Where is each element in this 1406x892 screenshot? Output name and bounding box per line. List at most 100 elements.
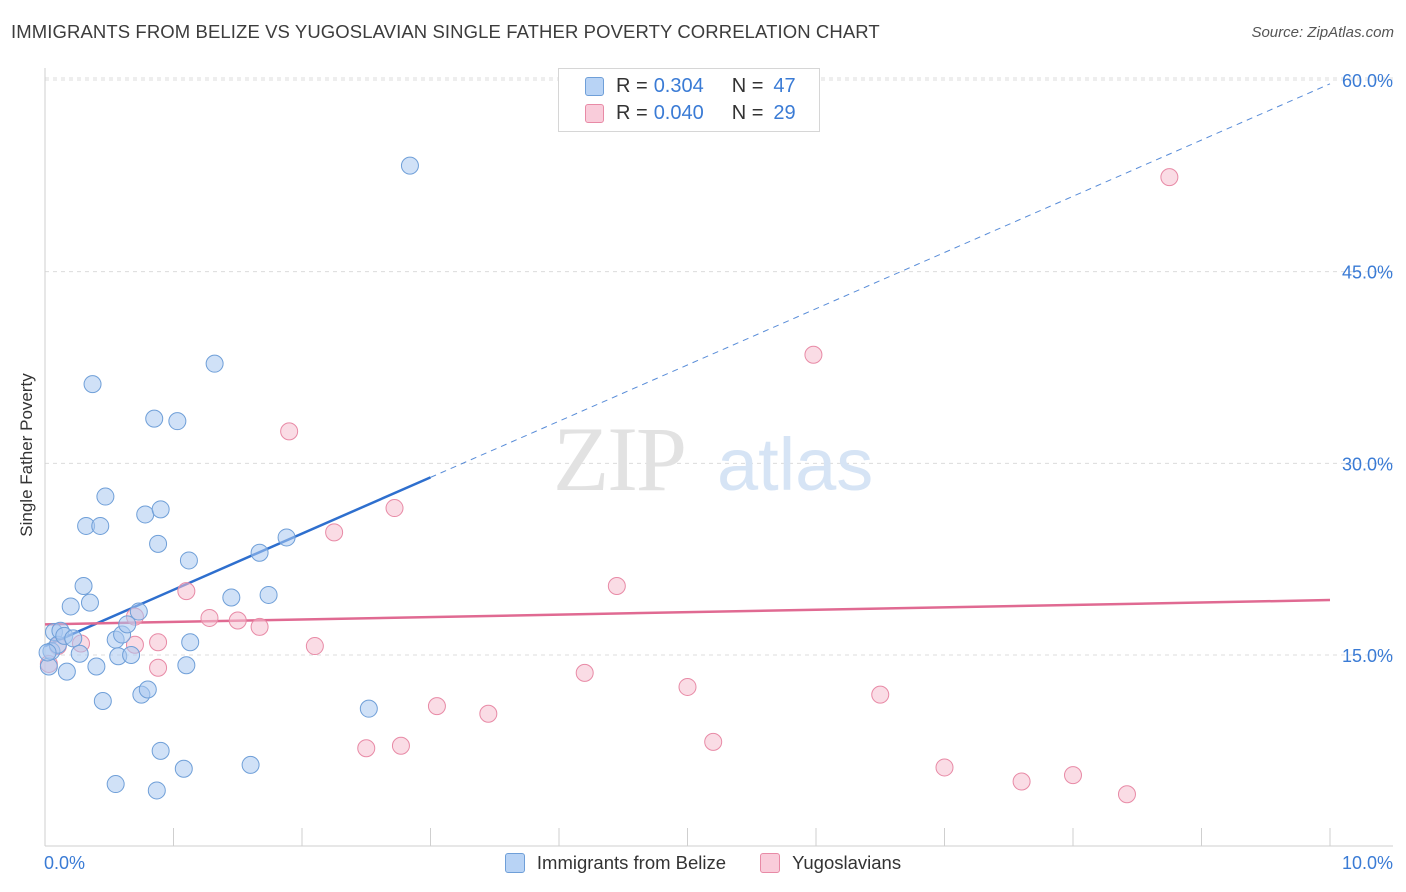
yugoslavian-point	[1117, 785, 1136, 804]
legend-item-yugoslavians[interactable]: Yugoslavians	[760, 852, 901, 874]
yugoslavian-point	[177, 582, 196, 601]
legend-r-label: R =	[616, 101, 648, 124]
belize-point	[118, 615, 137, 634]
belize-point	[168, 412, 187, 431]
legend-label-belize: Immigrants from Belize	[536, 852, 727, 873]
yugoslavian-point	[427, 697, 446, 716]
yugoslavian-point	[391, 736, 410, 755]
y-tick-label: 15.0%	[1342, 646, 1393, 666]
belize-point	[106, 775, 125, 794]
belize-point	[151, 500, 170, 519]
yugoslavian-point	[228, 611, 247, 630]
belize-point	[277, 528, 296, 547]
legend-r-value: 0.304	[653, 74, 704, 97]
yugoslavian-point	[357, 739, 376, 758]
legend-label-yugoslavians: Yugoslavians	[792, 852, 902, 873]
belize-point	[70, 644, 89, 663]
pink-swatch-icon	[585, 103, 604, 123]
belize-point	[259, 585, 278, 604]
yugoslavian-point	[1160, 168, 1179, 187]
belize-point	[400, 156, 419, 175]
tick-labels: 15.0% 30.0% 45.0% 60.0% 0.0% 10.0%	[44, 71, 1393, 873]
belize-point	[57, 662, 76, 681]
legend-r-label: R =	[616, 74, 648, 97]
belize-point	[83, 375, 102, 394]
chart-title: IMMIGRANTS FROM BELIZE VS YUGOSLAVIAN SI…	[11, 21, 880, 42]
legend-n-value: 47	[773, 74, 796, 97]
yugoslavian-point	[305, 637, 324, 656]
belize-trend-line	[44, 476, 432, 648]
legend-row-belize: R = 0.304 N = 47	[585, 73, 796, 99]
belize-point	[122, 646, 141, 664]
yugoslavian-point	[804, 345, 823, 364]
belize-point	[149, 534, 168, 553]
belize-point	[136, 505, 155, 524]
belize-point	[205, 354, 224, 373]
watermark-atlas: atlas	[717, 423, 873, 506]
belize-point	[138, 680, 157, 699]
legend-n-value: 29	[773, 101, 796, 124]
yugoslavian-point	[149, 633, 168, 652]
yugoslavian-point	[678, 677, 697, 696]
belize-point	[96, 487, 115, 506]
belize-point	[80, 593, 99, 612]
legend-row-yugoslavians: R = 0.040 N = 29	[585, 100, 796, 126]
grid-lines	[45, 77, 1393, 656]
belize-point	[145, 409, 164, 428]
belize-point	[151, 741, 170, 760]
belize-point	[250, 543, 269, 562]
yugoslavian-point	[479, 704, 498, 723]
trend-lines	[44, 83, 1331, 648]
yugoslavian-point	[1064, 766, 1082, 785]
yugoslavian-point	[871, 685, 890, 704]
yugoslavian-point	[200, 608, 219, 627]
yugoslavian-point	[149, 658, 168, 677]
x-tick-label: 10.0%	[1342, 853, 1393, 873]
yugoslavian-point	[575, 663, 594, 682]
yugoslavian-point	[325, 523, 344, 542]
source-label: Source: ZipAtlas.com	[1251, 24, 1394, 41]
belize-point	[129, 602, 148, 621]
y-tick-label: 30.0%	[1342, 454, 1393, 474]
legend-n-label: N =	[731, 101, 764, 124]
yugoslavian-point	[935, 758, 954, 777]
x-tick-label: 0.0%	[44, 853, 85, 873]
belize-point	[93, 692, 112, 710]
yugoslavian-point	[1012, 772, 1031, 791]
belize-point	[64, 629, 83, 648]
legend-item-belize[interactable]: Immigrants from Belize	[504, 852, 727, 874]
y-tick-label: 45.0%	[1342, 263, 1393, 283]
belize-point	[74, 577, 93, 595]
belize-point	[87, 657, 106, 676]
data-points	[38, 156, 1179, 804]
watermark-zip: ZIP	[553, 408, 685, 510]
belize-point	[147, 781, 166, 800]
belize-point	[179, 551, 198, 570]
yugoslavian-point	[385, 499, 404, 518]
blue-swatch-icon	[585, 76, 604, 96]
belize-point	[359, 699, 378, 718]
yugoslavian-point	[280, 422, 299, 441]
belize-point	[177, 656, 196, 675]
belize-point	[38, 643, 57, 662]
legend-n-label: N =	[731, 74, 764, 97]
yugoslavian-point	[250, 617, 269, 636]
belize-point	[61, 597, 80, 616]
watermark: ZIP atlas	[553, 408, 873, 510]
axes	[44, 68, 1393, 847]
belize-point	[181, 633, 200, 652]
blue-swatch-icon	[504, 853, 525, 873]
yugoslavian-point	[704, 732, 723, 751]
belize-trend-extension	[430, 83, 1331, 478]
pink-swatch-icon	[760, 853, 781, 873]
yugoslavian-point	[607, 577, 626, 595]
belize-point	[174, 759, 193, 778]
belize-point	[91, 516, 110, 535]
legend-r-value: 0.040	[653, 101, 704, 124]
correlation-legend: R = 0.304 N = 47 R = 0.040 N = 29	[558, 68, 820, 132]
y-tick-label: 60.0%	[1342, 71, 1393, 91]
belize-point	[241, 755, 260, 774]
series-legend: Immigrants from Belize Yugoslavians	[0, 852, 1406, 874]
y-axis-label: Single Father Poverty	[17, 373, 36, 537]
